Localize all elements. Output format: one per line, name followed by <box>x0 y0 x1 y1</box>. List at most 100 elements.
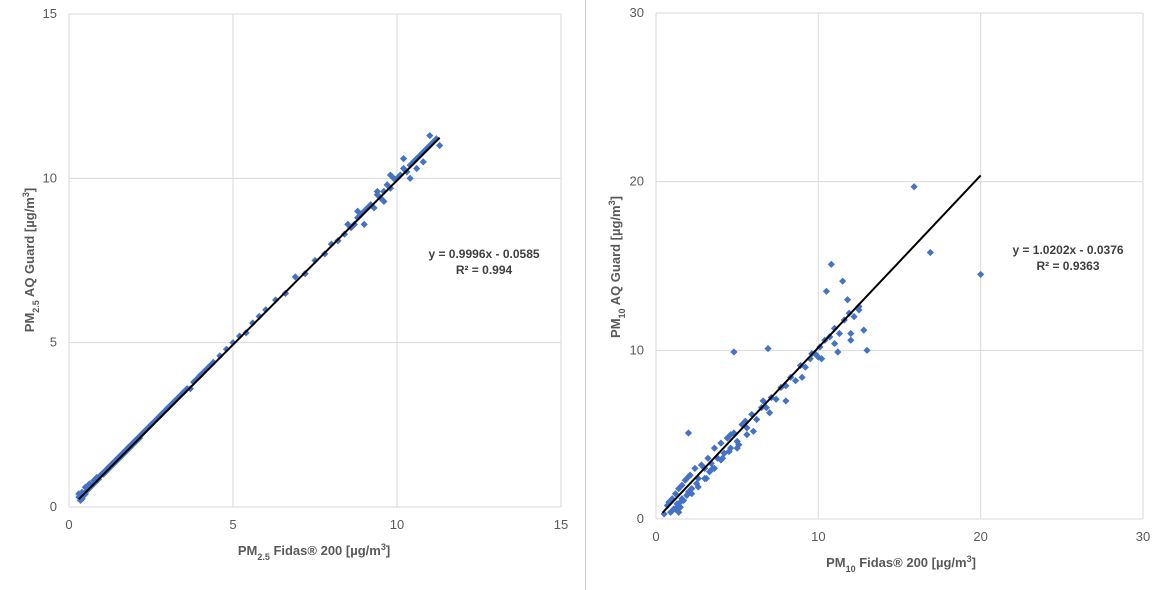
data-point <box>845 309 853 317</box>
data-point <box>850 313 858 321</box>
data-point <box>383 181 391 189</box>
data-point <box>78 488 86 496</box>
data-point <box>419 158 427 166</box>
y-tick-label: 0 <box>50 499 57 514</box>
data-point <box>272 296 280 304</box>
trendline-equation: y = 0.9996x - 0.0585 <box>428 247 539 261</box>
data-point <box>855 306 863 314</box>
data-point <box>370 204 378 212</box>
data-point <box>426 141 434 150</box>
data-point <box>730 348 738 356</box>
data-point <box>422 145 431 153</box>
data-point <box>798 373 806 381</box>
chart-left-panel: 0 5 10 15 0 5 10 15 y = 0.9996x - 0.0585 R² = 0… <box>21 6 569 562</box>
data-point <box>104 463 112 472</box>
data-point <box>830 339 839 348</box>
data-point <box>691 464 699 472</box>
data-point <box>684 429 693 437</box>
data-point <box>860 326 868 334</box>
data-point <box>373 187 381 196</box>
data-point <box>436 141 444 150</box>
data-point <box>426 132 434 140</box>
data-point <box>725 447 733 456</box>
trendline <box>661 174 982 514</box>
y-axis-title: PM2.5 AQ Guard [µg/m3] <box>21 188 41 332</box>
data-point <box>684 488 693 496</box>
data-point <box>827 260 835 268</box>
plot-layer: 0 5 10 15 0 5 10 15 <box>43 6 569 532</box>
data-point <box>396 171 404 179</box>
data-point <box>717 439 725 447</box>
data-point <box>81 483 89 491</box>
data-point <box>723 434 732 442</box>
data-point <box>327 240 335 248</box>
data-point <box>75 490 83 498</box>
data-point <box>834 348 842 356</box>
data-point <box>311 256 319 265</box>
data-point <box>743 431 751 439</box>
data-point <box>835 329 844 338</box>
data-point <box>801 363 809 371</box>
data-point <box>170 398 178 406</box>
pm25-scatter-chart: 0 5 10 15 0 5 10 15 y = 0.9996x - 0.0585 R² = 0… <box>21 6 569 562</box>
x-tick-label: 20 <box>973 529 987 544</box>
data-point <box>676 503 684 511</box>
data-point <box>409 158 417 166</box>
data-point <box>380 187 388 196</box>
data-point <box>694 483 702 491</box>
data-point <box>792 377 800 385</box>
data-point <box>926 248 934 257</box>
data-point <box>847 336 855 344</box>
x-tick-label: 0 <box>65 517 72 532</box>
y-tick-label: 10 <box>43 170 57 185</box>
data-point <box>176 391 185 399</box>
data-point <box>91 477 99 485</box>
data-point <box>150 417 158 426</box>
x-tick-label: 0 <box>652 529 659 544</box>
data-point <box>406 174 414 182</box>
data-point <box>419 148 427 156</box>
data-point <box>222 345 231 353</box>
data-point <box>733 444 741 452</box>
data-point <box>344 220 352 228</box>
data-point <box>749 427 757 435</box>
y-tick-label: 0 <box>637 511 644 526</box>
data-point <box>839 277 847 285</box>
data-point <box>196 371 204 380</box>
data-point <box>847 329 855 338</box>
data-point <box>262 306 270 314</box>
data-point <box>863 346 871 354</box>
x-tick-label: 10 <box>811 529 825 544</box>
y-tick-label: 30 <box>630 5 644 20</box>
x-tick-label: 10 <box>390 517 404 532</box>
y-tick-label: 10 <box>630 342 644 357</box>
data-point <box>203 365 211 373</box>
data-point <box>843 296 852 304</box>
data-point <box>199 368 208 376</box>
data-point <box>678 481 686 489</box>
data-point <box>173 394 181 403</box>
data-point <box>291 273 299 281</box>
data-point <box>190 378 198 386</box>
data-point <box>718 454 727 462</box>
data-point <box>380 197 388 205</box>
y-tick-label: 5 <box>50 335 57 350</box>
data-point <box>153 414 162 422</box>
data-point <box>782 397 790 405</box>
data-point <box>114 454 122 462</box>
data-point <box>209 358 217 366</box>
trendline <box>78 136 441 500</box>
data-point <box>137 431 145 439</box>
y-tick-label: 20 <box>630 174 644 189</box>
r-squared-label: R² = 0.994 <box>456 263 513 277</box>
data-point <box>386 171 395 179</box>
data-point <box>216 352 224 360</box>
trendline-equation: y = 1.0202x - 0.0376 <box>1012 243 1123 257</box>
data-point <box>360 220 368 228</box>
data-point <box>753 415 761 424</box>
panel-divider <box>585 0 586 590</box>
data-point <box>676 498 684 506</box>
data-point <box>416 151 424 159</box>
data-point <box>822 287 831 295</box>
data-point <box>707 459 715 467</box>
